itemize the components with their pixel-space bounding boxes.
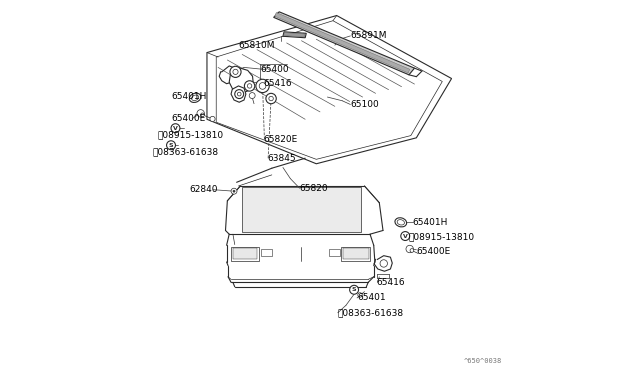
Text: 65401H: 65401H xyxy=(413,218,448,227)
Text: 65401: 65401 xyxy=(357,294,386,302)
Circle shape xyxy=(197,110,204,117)
Text: ^650^0038: ^650^0038 xyxy=(463,358,502,364)
Circle shape xyxy=(166,141,175,150)
Polygon shape xyxy=(283,32,307,38)
Circle shape xyxy=(201,113,204,117)
Text: Ⓥ08915-13810: Ⓥ08915-13810 xyxy=(157,130,224,140)
Text: 65400E: 65400E xyxy=(417,247,451,256)
Text: 62840: 62840 xyxy=(189,185,218,194)
Ellipse shape xyxy=(189,93,201,102)
Text: 65416: 65416 xyxy=(376,278,405,287)
Circle shape xyxy=(231,188,237,194)
Text: 65401H: 65401H xyxy=(171,92,206,101)
Text: 65400: 65400 xyxy=(260,65,289,74)
Text: 65400E: 65400E xyxy=(171,114,205,123)
Polygon shape xyxy=(342,247,370,261)
Circle shape xyxy=(248,84,252,88)
Circle shape xyxy=(380,260,387,267)
Circle shape xyxy=(233,69,238,74)
Polygon shape xyxy=(232,248,257,259)
Text: V: V xyxy=(403,234,408,238)
Ellipse shape xyxy=(191,95,198,100)
Text: Ⓥ08915-13810: Ⓥ08915-13810 xyxy=(409,232,475,242)
Circle shape xyxy=(406,245,413,253)
Circle shape xyxy=(171,124,180,133)
Polygon shape xyxy=(343,248,369,259)
Ellipse shape xyxy=(395,218,406,227)
Text: 63845: 63845 xyxy=(268,154,296,163)
Polygon shape xyxy=(207,16,452,164)
Text: 65820E: 65820E xyxy=(264,135,298,144)
Polygon shape xyxy=(329,249,340,256)
Polygon shape xyxy=(216,21,442,159)
Polygon shape xyxy=(231,86,246,102)
Circle shape xyxy=(249,93,255,99)
Text: V: V xyxy=(173,126,178,131)
Text: Ⓢ08363-61638: Ⓢ08363-61638 xyxy=(152,147,219,156)
Text: 65416: 65416 xyxy=(264,79,292,88)
Polygon shape xyxy=(284,33,305,37)
Circle shape xyxy=(401,232,410,240)
Circle shape xyxy=(210,116,215,122)
Text: 65810M: 65810M xyxy=(238,41,275,51)
Text: 65891M: 65891M xyxy=(350,31,387,41)
Circle shape xyxy=(259,83,266,89)
Ellipse shape xyxy=(397,219,404,225)
Circle shape xyxy=(237,92,241,96)
Circle shape xyxy=(358,293,362,297)
Text: 65100: 65100 xyxy=(350,100,379,109)
Circle shape xyxy=(410,248,414,252)
Polygon shape xyxy=(260,249,272,256)
Text: Ⓢ08363-61638: Ⓢ08363-61638 xyxy=(338,308,404,317)
Polygon shape xyxy=(274,12,415,75)
Circle shape xyxy=(244,81,255,91)
Circle shape xyxy=(233,190,235,192)
Circle shape xyxy=(266,93,276,104)
Polygon shape xyxy=(275,13,410,73)
Circle shape xyxy=(235,90,244,99)
Polygon shape xyxy=(242,187,361,232)
Circle shape xyxy=(230,66,241,77)
Text: S: S xyxy=(352,287,356,292)
Text: 65820: 65820 xyxy=(300,184,328,193)
Text: S: S xyxy=(169,143,173,148)
Circle shape xyxy=(269,96,273,101)
Circle shape xyxy=(256,79,269,93)
Polygon shape xyxy=(229,67,253,94)
Polygon shape xyxy=(231,247,259,261)
Circle shape xyxy=(349,285,358,294)
